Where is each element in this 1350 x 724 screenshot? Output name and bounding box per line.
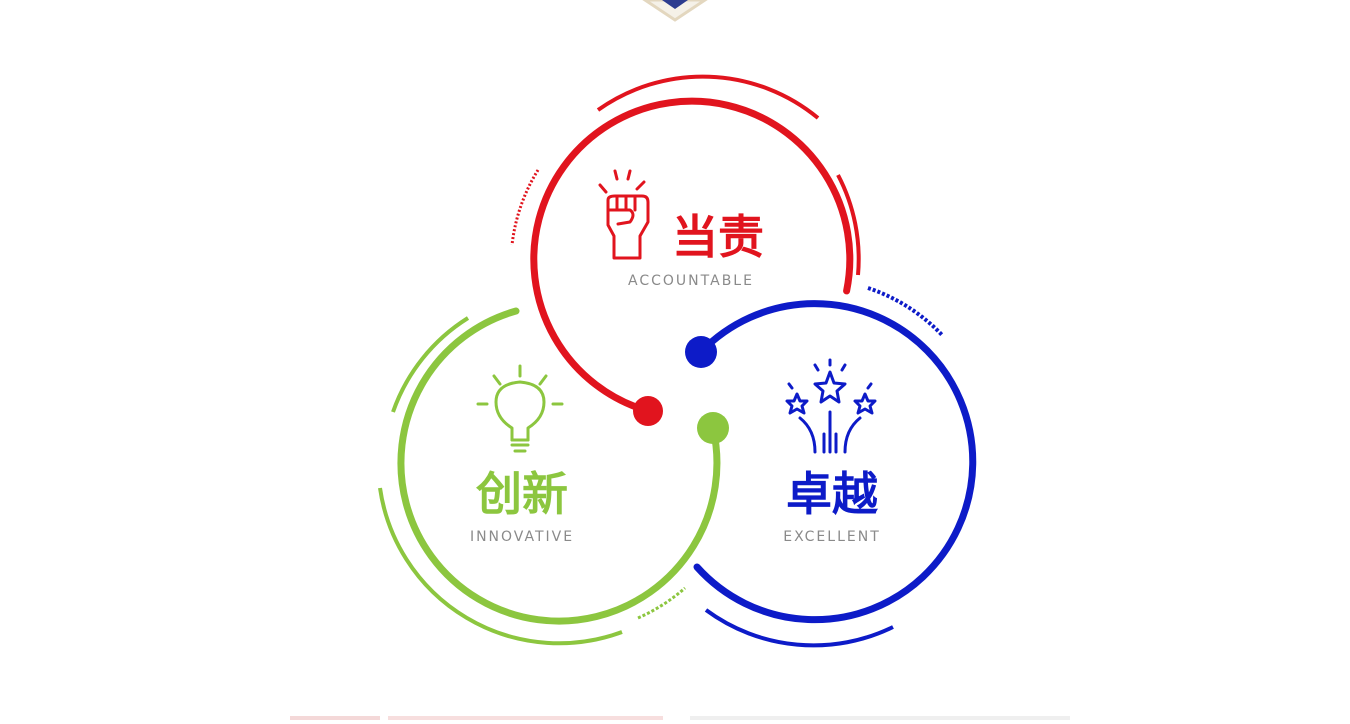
excellent-subtitle: EXCELLENT (783, 529, 881, 545)
green-outer-arc-left (391, 316, 470, 413)
accountable-title: 当责 (672, 210, 764, 264)
blue-main-arc (693, 300, 977, 624)
stars-fireworks-icon (785, 358, 877, 454)
green-outer-arc-bottom (378, 487, 623, 646)
green-outer-arc-bottomright (637, 586, 686, 620)
red-outer-arc-top (596, 74, 820, 120)
excellent-title: 卓越 (786, 467, 879, 521)
blue-end-dot (685, 336, 717, 368)
blue-outer-arc-bottom (704, 608, 894, 648)
top-badge (642, 0, 708, 22)
lightbulb-icon (476, 364, 564, 453)
raised-fist-icon (598, 169, 650, 260)
red-outer-arc-right (836, 174, 861, 276)
red-main-arc (530, 97, 854, 415)
bottom-strip (290, 716, 1070, 720)
accountable-ring (510, 74, 861, 426)
innovative-subtitle: INNOVATIVE (470, 529, 574, 545)
red-outer-arc-left (510, 169, 540, 246)
innovative-ring (378, 307, 729, 646)
red-end-dot (633, 396, 663, 426)
green-end-dot (697, 412, 729, 444)
accountable-subtitle: ACCOUNTABLE (628, 273, 754, 289)
excellent-ring (685, 286, 977, 648)
green-main-arc (397, 307, 721, 625)
blue-outer-arc-right (867, 286, 945, 338)
innovative-title: 创新 (476, 467, 568, 521)
